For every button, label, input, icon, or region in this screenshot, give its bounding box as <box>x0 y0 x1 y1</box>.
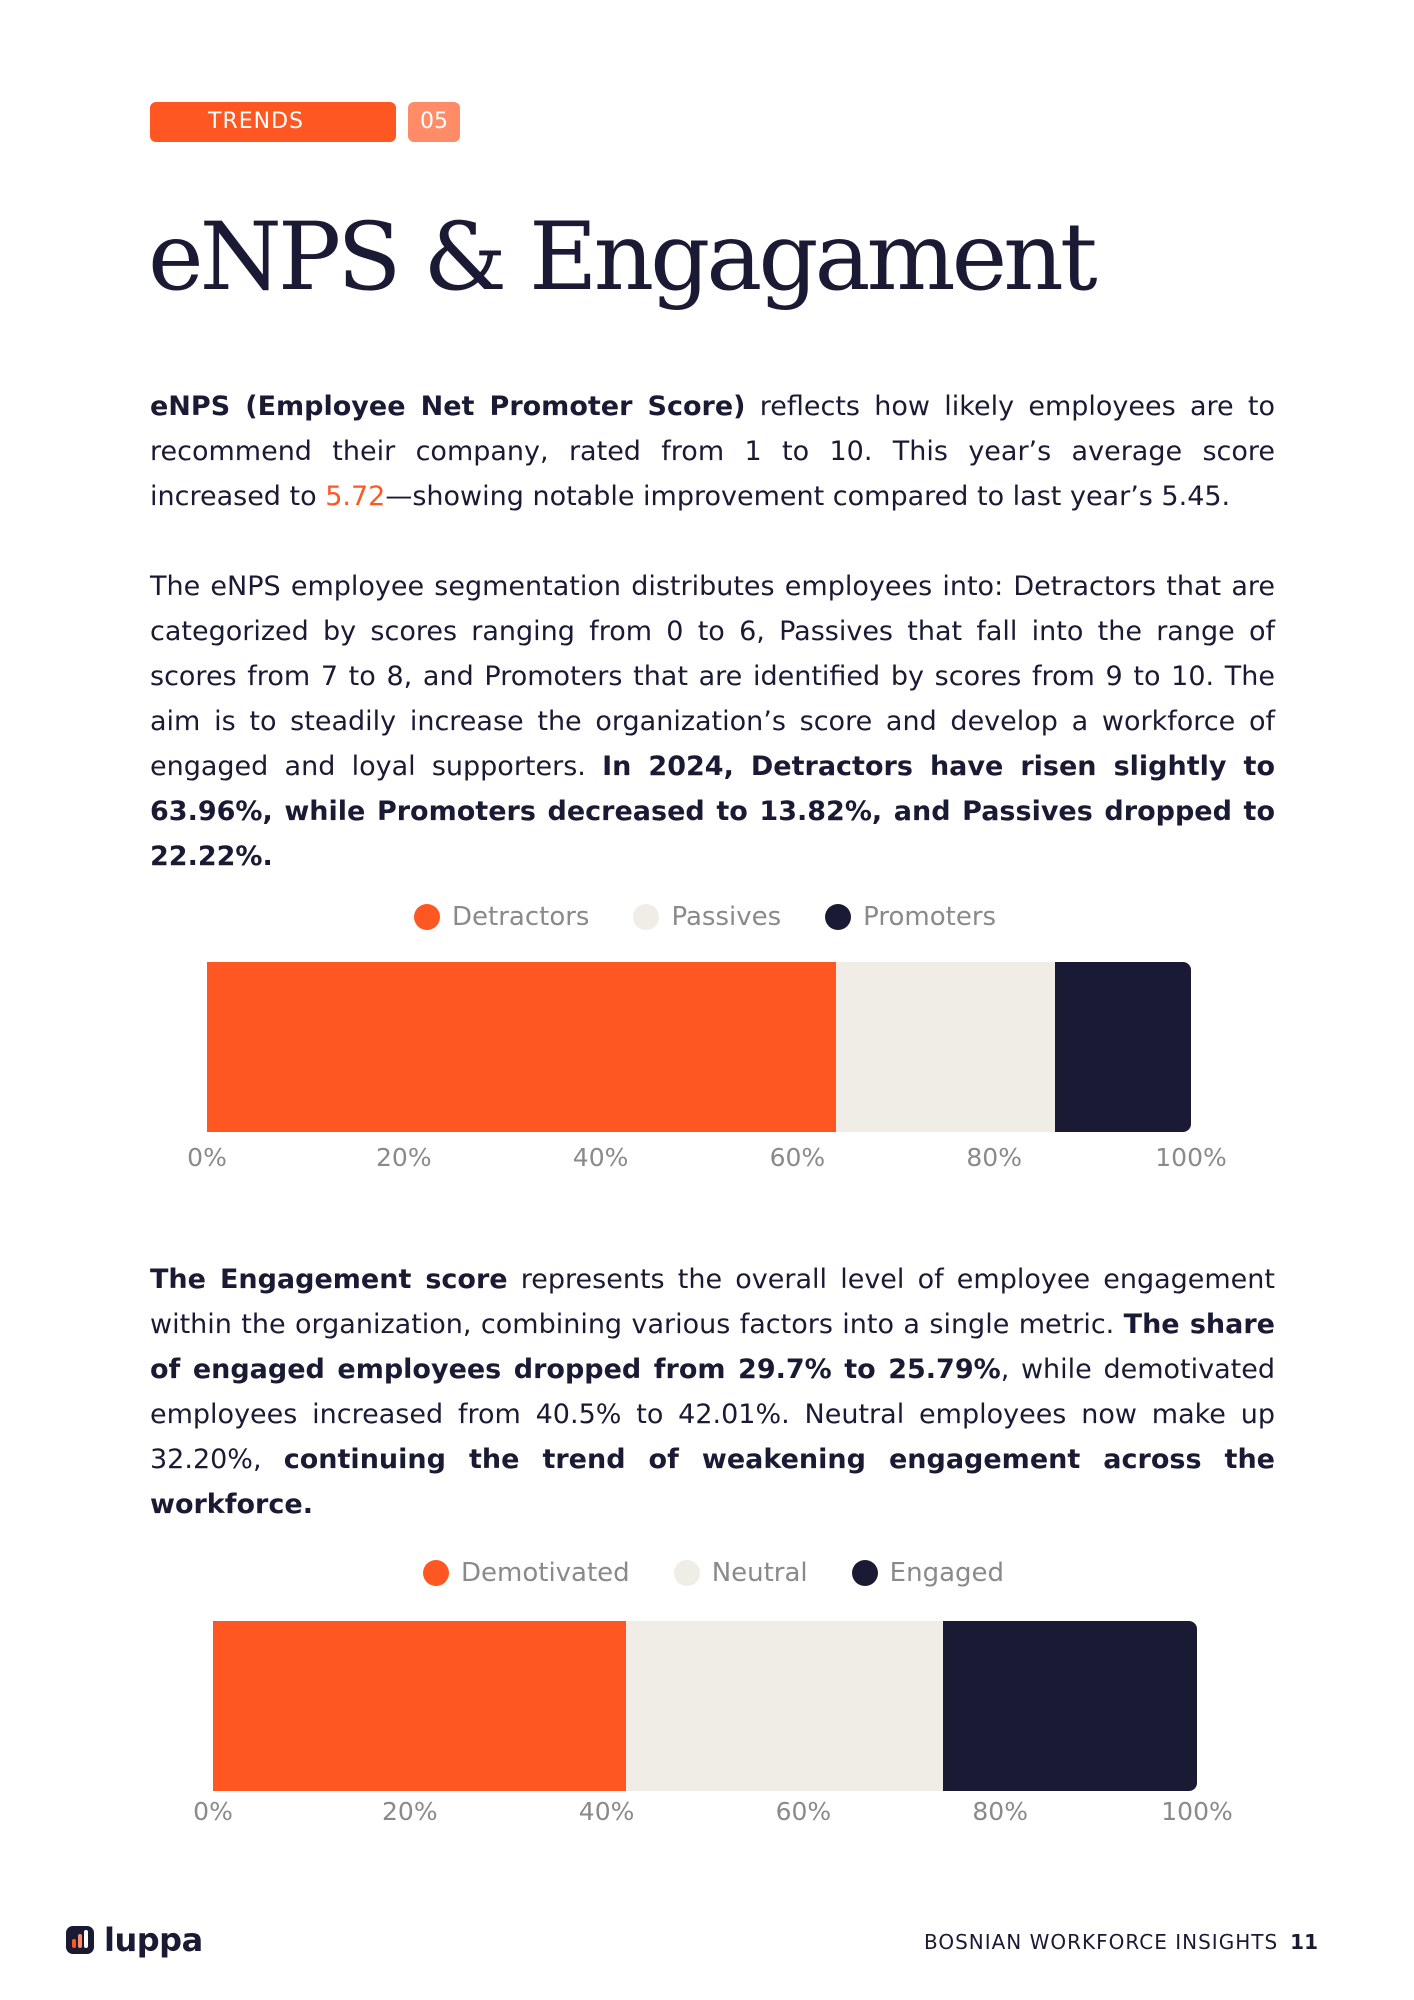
x-tick-label: 80% <box>972 1797 1028 1826</box>
section-number: 05 <box>408 102 460 142</box>
enps-text-2: —showing notable improvement compared to… <box>385 481 1231 512</box>
bar-segment-engaged <box>943 1621 1197 1791</box>
x-tick-label: 100% <box>1161 1797 1233 1826</box>
bar-segment-detractors <box>207 962 837 1132</box>
x-tick-label: 20% <box>376 1143 432 1172</box>
x-tick-label: 40% <box>572 1143 629 1172</box>
enps-term: eNPS (Employee Net Promoter Score) <box>150 391 746 422</box>
segmentation-bold: In 2024, Detractors have risen slightly … <box>150 751 1275 872</box>
page-number: 11 <box>1290 1930 1318 1954</box>
bar-segment-passives <box>836 962 1055 1132</box>
engagement-stacked-bar <box>213 1621 1197 1791</box>
bar-segment-demotivated <box>213 1621 627 1791</box>
enps-x-axis: 0% 20% 40% 60% 80% 100% <box>187 1143 1227 1173</box>
engagement-bold-2: The share of engaged employees dropped f… <box>150 1309 1275 1385</box>
legend-label-demotivated: Demotivated <box>461 1558 630 1588</box>
logo-text: luppa <box>104 1921 203 1959</box>
engagement-term: The Engagement score <box>150 1264 508 1295</box>
legend-dot-demotivated <box>423 1560 449 1586</box>
legend-item-detractors: Detractors <box>414 902 589 932</box>
section-tag: TRENDS <box>150 102 396 142</box>
enps-text-1: reflects how likely employees are to rec… <box>150 391 1276 512</box>
legend-dot-promoters <box>825 904 852 930</box>
enps-legend: Detractors Passives Promoters <box>414 902 996 932</box>
segmentation-paragraph: The eNPS employee segmentation distribut… <box>150 564 1275 879</box>
legend-item-engaged: Engaged <box>851 1558 1005 1588</box>
engagement-paragraph: The Engagement score represents the over… <box>150 1257 1275 1527</box>
legend-item-neutral: Neutral <box>673 1558 808 1588</box>
legend-item-demotivated: Demotivated <box>423 1558 630 1588</box>
engagement-legend: Demotivated Neutral Engaged <box>423 1558 1004 1588</box>
segmentation-text: The eNPS employee segmentation distribut… <box>150 571 1275 782</box>
enps-score-highlight: 5.72 <box>325 481 386 512</box>
x-tick-label: 100% <box>1155 1143 1227 1172</box>
legend-dot-neutral <box>673 1560 700 1586</box>
x-tick-label: 0% <box>193 1797 233 1826</box>
luppa-logo: luppa <box>66 1921 203 1959</box>
engagement-text-1: represents the overall level of employee… <box>150 1264 1275 1340</box>
legend-label-neutral: Neutral <box>711 1558 808 1588</box>
legend-label-passives: Passives <box>671 902 782 932</box>
legend-dot-passives <box>633 904 660 930</box>
report-title: BOSNIAN WORKFORCE INSIGHTS <box>923 1930 1279 1954</box>
legend-label-detractors: Detractors <box>452 902 590 932</box>
x-tick-label: 60% <box>769 1143 826 1172</box>
legend-item-promoters: Promoters <box>825 902 996 932</box>
bar-segment-promoters <box>1055 962 1191 1132</box>
legend-dot-detractors <box>414 904 440 930</box>
x-tick-label: 80% <box>966 1143 1022 1172</box>
page-title: eNPS & Engagament <box>148 203 1098 312</box>
x-tick-label: 0% <box>187 1143 227 1172</box>
footer: BOSNIAN WORKFORCE INSIGHTS 11 <box>924 1930 1318 1954</box>
x-tick-label: 20% <box>382 1797 438 1826</box>
x-tick-label: 40% <box>578 1797 635 1826</box>
enps-paragraph: eNPS (Employee Net Promoter Score) refle… <box>150 384 1275 519</box>
legend-label-engaged: Engaged <box>889 1558 1005 1588</box>
x-tick-label: 60% <box>775 1797 832 1826</box>
legend-dot-engaged <box>851 1560 878 1586</box>
legend-item-passives: Passives <box>633 902 781 932</box>
enps-stacked-bar <box>207 962 1191 1132</box>
logo-mark-icon <box>66 1926 94 1954</box>
engagement-bold-3: continuing the trend of weakening engage… <box>150 1444 1275 1520</box>
legend-label-promoters: Promoters <box>863 902 997 932</box>
engagement-x-axis: 0% 20% 40% 60% 80% 100% <box>193 1797 1233 1827</box>
engagement-text-2: , while demotivated employees increased … <box>150 1354 1276 1475</box>
bar-segment-neutral <box>626 1621 944 1791</box>
